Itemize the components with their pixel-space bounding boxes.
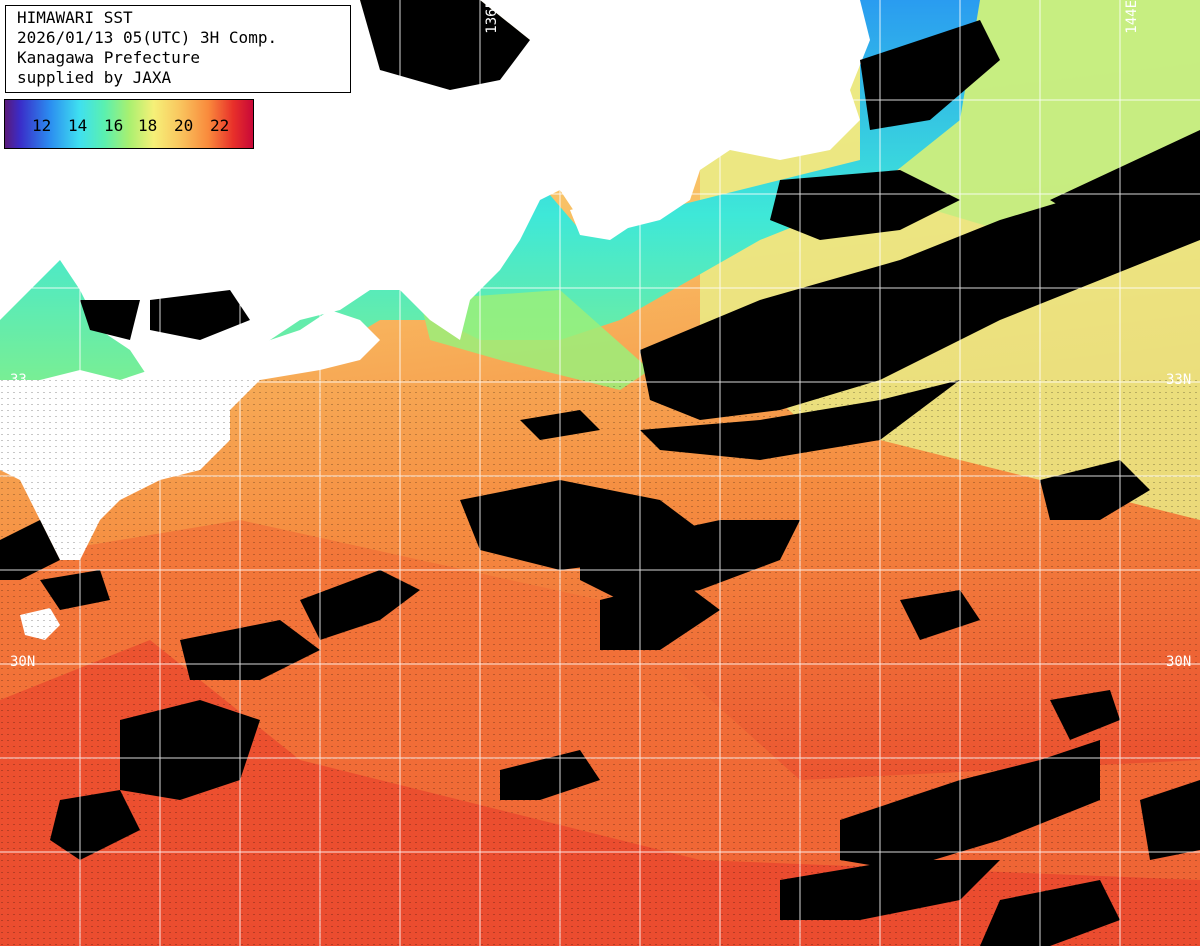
lon-label-144: 144E [1124, 0, 1140, 34]
temperature-colorbar: 12 14 16 18 20 22 [4, 99, 254, 149]
legend-tick: 12 [32, 116, 52, 135]
timestamp: 2026/01/13 05(UTC) 3H Comp. [17, 28, 278, 47]
lon-label-136: 136E [484, 0, 500, 34]
legend-tick: 18 [138, 116, 158, 135]
legend-tick: 16 [104, 116, 124, 135]
land-peninsula [570, 200, 640, 240]
lat-label-30-right: 30N [1166, 654, 1192, 670]
product-title: HIMAWARI SST [17, 8, 133, 27]
prefecture: Kanagawa Prefecture [17, 48, 201, 67]
legend-tick: 14 [68, 116, 88, 135]
coastal-green-water [420, 290, 650, 390]
supplier: supplied by JAXA [17, 68, 172, 87]
lat-label-33-left: 33 [10, 372, 27, 388]
title-box: HIMAWARI SST 2026/01/13 05(UTC) 3H Comp.… [5, 5, 351, 93]
legend-tick: 20 [174, 116, 194, 135]
lat-label-30-left: 30N [10, 654, 36, 670]
lat-label-33-right: 33N [1166, 372, 1192, 388]
legend-tick: 22 [210, 116, 230, 135]
cloud-speckle [0, 380, 1200, 946]
